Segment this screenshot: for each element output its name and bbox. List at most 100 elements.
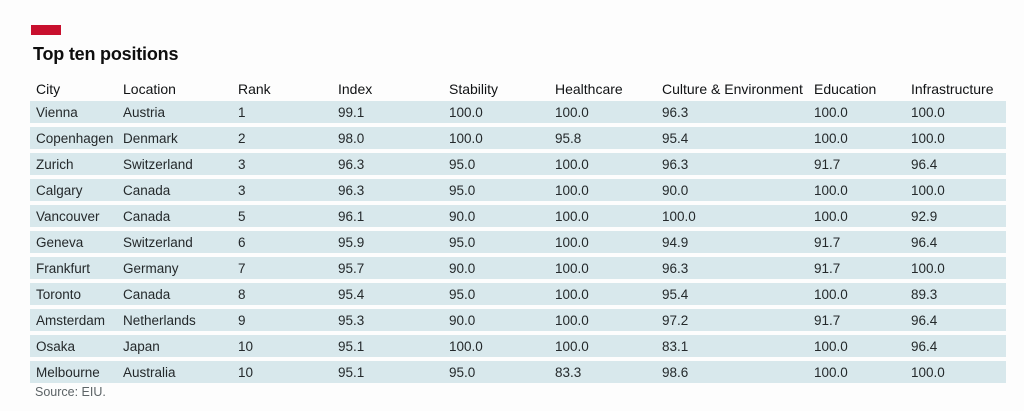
cell-location: Canada: [117, 205, 232, 227]
cell-stability: 95.0: [443, 361, 549, 383]
cell-city: Vienna: [30, 101, 117, 123]
cell-infrastructure: 100.0: [905, 101, 1006, 123]
cell-healthcare: 100.0: [549, 257, 656, 279]
cell-stability: 100.0: [443, 101, 549, 123]
column-header-stability: Stability: [449, 81, 499, 97]
cell-index: 95.1: [332, 361, 443, 383]
cell-education: 100.0: [808, 361, 905, 383]
cell-infrastructure: 89.3: [905, 283, 1006, 305]
cell-city: Toronto: [30, 283, 117, 305]
cell-culture-environment: 100.0: [656, 205, 808, 227]
cell-culture-environment: 97.2: [656, 309, 808, 331]
table-row: Zurich Switzerland 3 96.3 95.0 100.0 96.3 91.7 9…: [30, 153, 1006, 175]
column-header-education: Education: [814, 81, 877, 97]
cell-location: Canada: [117, 179, 232, 201]
cell-culture-environment: 96.3: [656, 101, 808, 123]
cell-index: 99.1: [332, 101, 443, 123]
cell-healthcare: 100.0: [549, 205, 656, 227]
column-header-culture-environment: Culture & Environment: [662, 81, 803, 97]
cell-stability: 90.0: [443, 257, 549, 279]
cell-rank: 2: [232, 127, 332, 149]
cell-index: 95.1: [332, 335, 443, 357]
cell-city: Osaka: [30, 335, 117, 357]
figure-title: Top ten positions: [33, 44, 179, 64]
column-header-infrastructure: Infrastructure: [911, 81, 994, 97]
cell-infrastructure: 96.4: [905, 309, 1006, 331]
cell-culture-environment: 96.3: [656, 153, 808, 175]
table-row: Geneva Switzerland 6 95.9 95.0 100.0 94.9 91.7 9…: [30, 231, 1006, 253]
table-row: Amsterdam Netherlands 9 95.3 90.0 100.0 97.2 91…: [30, 309, 1006, 331]
cell-index: 95.9: [332, 231, 443, 253]
cell-education: 91.7: [808, 153, 905, 175]
cell-culture-environment: 94.9: [656, 231, 808, 253]
cell-index: 95.7: [332, 257, 443, 279]
cell-index: 96.1: [332, 205, 443, 227]
table-row: Calgary Canada 3 96.3 95.0 100.0 90.0 100.0 100.…: [30, 179, 1006, 201]
brand-red-tab: [31, 25, 61, 35]
cell-rank: 7: [232, 257, 332, 279]
cell-stability: 95.0: [443, 231, 549, 253]
cell-location: Switzerland: [117, 153, 232, 175]
cell-infrastructure: 100.0: [905, 361, 1006, 383]
cell-education: 91.7: [808, 231, 905, 253]
cell-stability: 90.0: [443, 205, 549, 227]
cell-healthcare: 100.0: [549, 179, 656, 201]
cell-rank: 5: [232, 205, 332, 227]
cell-stability: 100.0: [443, 335, 549, 357]
cell-location: Denmark: [117, 127, 232, 149]
column-header-index: Index: [338, 81, 373, 97]
cell-index: 98.0: [332, 127, 443, 149]
cell-healthcare: 100.0: [549, 309, 656, 331]
cell-city: Copenhagen: [30, 127, 117, 149]
cell-infrastructure: 92.9: [905, 205, 1006, 227]
cell-city: Frankfurt: [30, 257, 117, 279]
cell-city: Vancouver: [30, 205, 117, 227]
cell-education: 91.7: [808, 257, 905, 279]
column-header-location: Location: [123, 81, 176, 97]
cell-rank: 3: [232, 153, 332, 175]
table-row: Melbourne Australia 10 95.1 95.0 83.3 98.6 100.…: [30, 361, 1006, 383]
column-header-healthcare: Healthcare: [555, 81, 623, 97]
table-row: Vienna Austria 1 99.1 100.0 100.0 96.3 100.0 100…: [30, 101, 1006, 123]
cell-stability: 100.0: [443, 127, 549, 149]
cell-rank: 10: [232, 361, 332, 383]
cell-index: 96.3: [332, 153, 443, 175]
cell-healthcare: 83.3: [549, 361, 656, 383]
cell-healthcare: 100.0: [549, 231, 656, 253]
cell-education: 91.7: [808, 309, 905, 331]
cell-education: 100.0: [808, 101, 905, 123]
cell-infrastructure: 100.0: [905, 257, 1006, 279]
cell-rank: 9: [232, 309, 332, 331]
cell-rank: 1: [232, 101, 332, 123]
cell-education: 100.0: [808, 179, 905, 201]
cell-culture-environment: 96.3: [656, 257, 808, 279]
cell-city: Amsterdam: [30, 309, 117, 331]
cell-infrastructure: 96.4: [905, 231, 1006, 253]
cell-culture-environment: 95.4: [656, 283, 808, 305]
table-row: Toronto Canada 8 95.4 95.0 100.0 95.4 100.0 89.3: [30, 283, 1006, 305]
cell-location: Netherlands: [117, 309, 232, 331]
cell-infrastructure: 96.4: [905, 335, 1006, 357]
cell-city: Zurich: [30, 153, 117, 175]
cell-education: 100.0: [808, 205, 905, 227]
cell-location: Canada: [117, 283, 232, 305]
column-header-city: City: [36, 81, 61, 97]
cell-city: Calgary: [30, 179, 117, 201]
cell-location: Austria: [117, 101, 232, 123]
cell-education: 100.0: [808, 335, 905, 357]
table-row: Copenhagen Denmark 2 98.0 100.0 95.8 95.4 100.0…: [30, 127, 1006, 149]
cell-healthcare: 100.0: [549, 335, 656, 357]
table-row: Vancouver Canada 5 96.1 90.0 100.0 100.0 100.0 9…: [30, 205, 1006, 227]
cell-index: 95.4: [332, 283, 443, 305]
cell-index: 95.3: [332, 309, 443, 331]
cell-education: 100.0: [808, 127, 905, 149]
cell-rank: 3: [232, 179, 332, 201]
cell-healthcare: 100.0: [549, 283, 656, 305]
cell-location: Germany: [117, 257, 232, 279]
cell-rank: 10: [232, 335, 332, 357]
cell-city: Geneva: [30, 231, 117, 253]
cell-location: Australia: [117, 361, 232, 383]
cell-stability: 95.0: [443, 283, 549, 305]
cell-stability: 95.0: [443, 179, 549, 201]
